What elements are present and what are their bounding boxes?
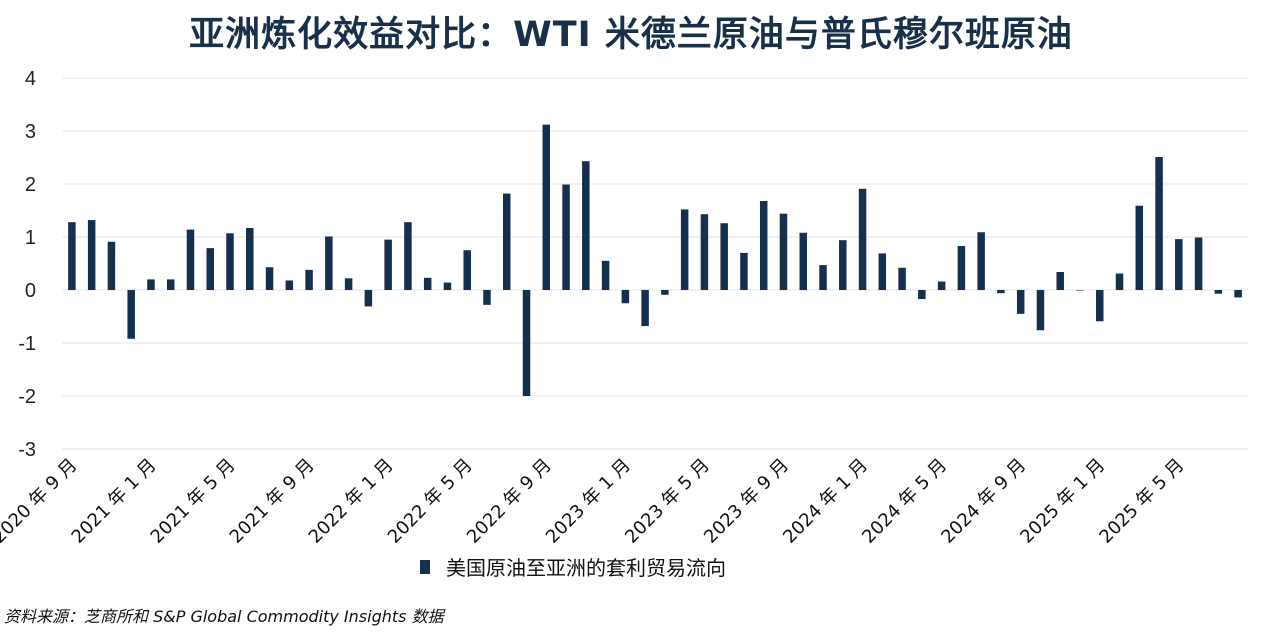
- source-note: 资料来源：芝商所和 S&P Global Commodity Insights …: [4, 607, 444, 626]
- bar: [265, 267, 274, 290]
- bar: [878, 253, 887, 290]
- bar: [364, 290, 373, 307]
- bar: [68, 222, 76, 290]
- y-tick-label: 2: [25, 174, 36, 196]
- bar: [166, 279, 175, 290]
- bar: [918, 290, 926, 300]
- bar: [443, 282, 452, 290]
- bar: [858, 188, 867, 290]
- bar: [720, 223, 728, 290]
- bar: [1096, 290, 1104, 322]
- bar: [147, 279, 155, 290]
- bar: [107, 241, 116, 290]
- y-tick-label: -2: [18, 386, 36, 408]
- bar: [1115, 273, 1124, 290]
- bar: [404, 222, 412, 290]
- y-tick-label: 4: [25, 68, 36, 90]
- bar: [206, 248, 214, 290]
- bar: [483, 290, 491, 305]
- bar: [779, 213, 788, 290]
- bar: [344, 278, 353, 290]
- bar: [937, 281, 946, 290]
- bar: [503, 193, 511, 290]
- bar: [700, 214, 709, 290]
- bar: [1155, 156, 1163, 290]
- bar: [87, 220, 96, 290]
- bar: [522, 290, 531, 396]
- bar: [305, 269, 313, 290]
- bar: [285, 280, 294, 290]
- bar: [898, 267, 906, 290]
- bar: [1194, 237, 1203, 290]
- bar: [384, 239, 392, 290]
- bar: [1214, 290, 1223, 294]
- legend-label: 美国原油至亚洲的套利贸易流向: [446, 556, 726, 580]
- bar: [680, 209, 689, 290]
- bar: [819, 265, 827, 290]
- y-tick-label: -1: [18, 333, 36, 355]
- bar: [740, 252, 748, 290]
- bars: [68, 124, 1242, 396]
- gridlines: [62, 77, 1248, 450]
- bar: [562, 184, 570, 290]
- bar: [1135, 205, 1144, 290]
- bar: [1056, 271, 1064, 290]
- y-tick-label: 0: [25, 280, 36, 302]
- bar: [325, 236, 333, 290]
- bar: [423, 277, 432, 290]
- bar: [246, 227, 254, 290]
- bar: [661, 290, 669, 295]
- bar: [997, 290, 1005, 294]
- bar: [463, 250, 471, 290]
- bar: [1016, 290, 1025, 314]
- bar: [186, 229, 195, 290]
- bar: [601, 260, 610, 290]
- bar: [582, 161, 590, 290]
- y-tick-label: 3: [25, 121, 36, 143]
- x-tick-label: 2025 年 5 月: [1095, 455, 1188, 548]
- y-tick-label: -3: [18, 439, 36, 461]
- bar: [641, 290, 649, 327]
- bar: [1076, 290, 1084, 291]
- bar: [759, 200, 768, 290]
- bar: [977, 232, 985, 290]
- bar: [1175, 239, 1183, 290]
- bar: [226, 233, 234, 290]
- chart-title: 亚洲炼化效益对比：WTI 米德兰原油与普氏穆尔班原油: [189, 15, 1073, 55]
- bar: [1234, 290, 1242, 298]
- y-axis-ticks: 4 3 2 1 0 -1 -2 -3: [18, 68, 36, 461]
- bar: [839, 240, 847, 290]
- y-tick-label: 1: [25, 227, 36, 249]
- bar: [621, 290, 630, 304]
- bar: [957, 246, 966, 290]
- bar: [127, 290, 135, 339]
- legend: 美国原油至亚洲的套利贸易流向: [420, 552, 726, 581]
- bar: [799, 232, 807, 290]
- bar: [542, 124, 551, 290]
- bar: [1036, 290, 1045, 331]
- legend-swatch: [420, 559, 430, 574]
